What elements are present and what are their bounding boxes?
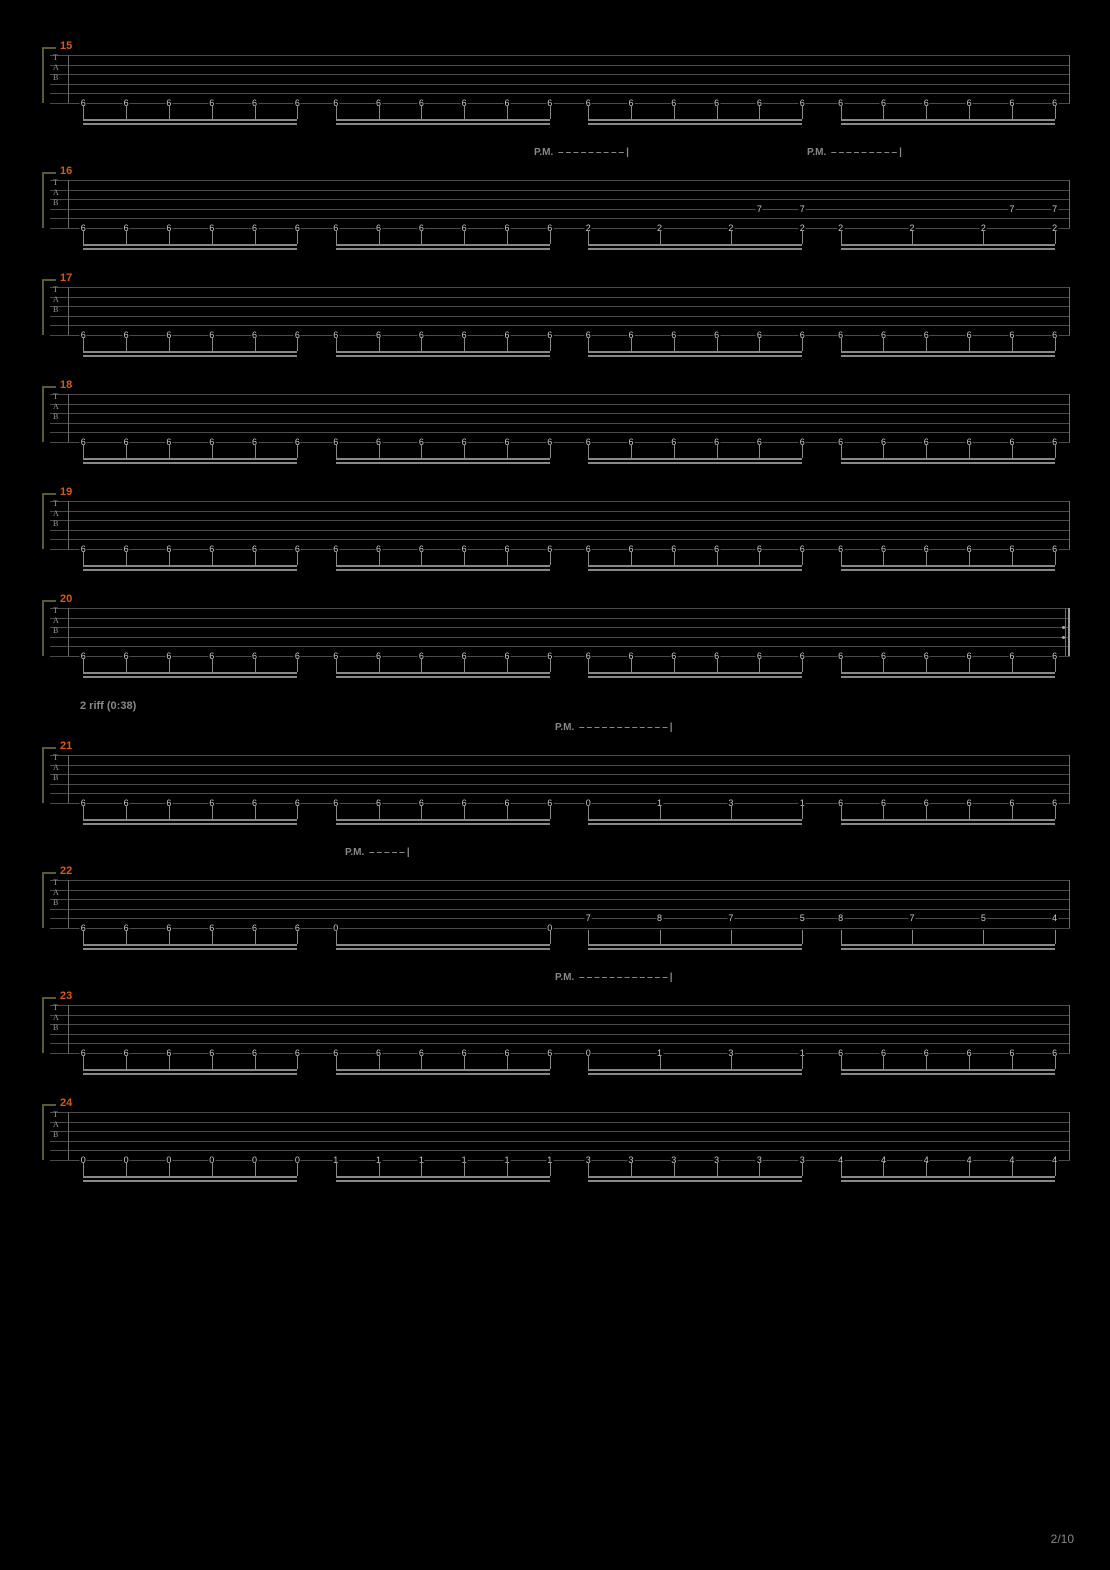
tab-clef-label: TAB (53, 878, 59, 908)
tab-staff: TAB666666666666666666666666 (50, 287, 1070, 347)
pm-annotation-row: P.M. –––––| (30, 847, 1080, 861)
tab-fret: 8 (656, 913, 663, 923)
palm-mute-annotation: P.M. –––––––––| (534, 147, 631, 158)
measure-number: 16 (60, 165, 1080, 177)
tab-clef-label: TAB (53, 753, 59, 783)
tab-staff: TAB6666660078758754 (50, 880, 1070, 940)
tab-fret: 7 (799, 204, 806, 214)
tab-clef-label: TAB (53, 499, 59, 529)
tab-fret: 7 (1008, 204, 1015, 214)
section-label: 2 riff (0:38) (80, 700, 1080, 712)
measure-block: P.M. –––––|22TAB6666660078758754 (30, 847, 1080, 940)
tab-staff: TAB6666666666660131666666 (50, 1005, 1070, 1065)
tab-fret: 7 (585, 913, 592, 923)
tab-clef-label: TAB (53, 606, 59, 636)
palm-mute-annotation: P.M. –––––––––| (807, 147, 904, 158)
page-number: 2/10 (1051, 1532, 1074, 1546)
measure-block: 19 TAB666666666666666666666666 (30, 486, 1080, 561)
measure-block: 20 TAB666666666666666666666666 (30, 593, 1080, 668)
tab-clef-label: TAB (53, 285, 59, 315)
measure-block: 15 TAB666666666666666666666666 (30, 40, 1080, 115)
tab-staff: TAB666666666666666666666666 (50, 608, 1070, 668)
tab-fret: 4 (1051, 913, 1058, 923)
palm-mute-annotation: P.M. ––––––––––––| (555, 972, 675, 983)
pm-annotation-row: P.M. –––––––––| P.M. –––––––––| (30, 147, 1080, 161)
measure-number: 24 (60, 1097, 1080, 1109)
measure-block: 2 riff (0:38) P.M. ––––––––––––| 21 TAB6666… (30, 700, 1080, 815)
tab-fret: 7 (756, 204, 763, 214)
measure-number: 21 (60, 740, 1080, 752)
tab-staff: TAB666666666666666666666666 (50, 501, 1070, 561)
palm-mute-annotation: P.M. –––––| (345, 847, 412, 858)
tab-fret: 7 (908, 913, 915, 923)
measure-block: P.M. –––––––––|P.M. –––––––––|16TAB66666… (30, 147, 1080, 240)
measure-block: 24 TAB000000111111333333444444 (30, 1097, 1080, 1172)
tab-fret: 5 (980, 913, 987, 923)
tab-staff: TAB666666666666666666666666 (50, 394, 1070, 454)
pm-annotation-row: P.M. ––––––––––––| (30, 722, 1080, 736)
tab-fret: 7 (1051, 204, 1058, 214)
tab-staff: TAB666666666666666666666666 (50, 55, 1070, 115)
measure-number: 19 (60, 486, 1080, 498)
tab-clef-label: TAB (53, 1003, 59, 1033)
measure-number: 15 (60, 40, 1080, 52)
measure-number: 17 (60, 272, 1080, 284)
tab-clef-label: TAB (53, 53, 59, 83)
tab-clef-label: TAB (53, 1110, 59, 1140)
measure-number: 18 (60, 379, 1080, 391)
tab-clef-label: TAB (53, 178, 59, 208)
tab-staff: TAB6666666666660131666666 (50, 755, 1070, 815)
measure-number: 20 (60, 593, 1080, 605)
measure-number: 22 (60, 865, 1080, 877)
tab-clef-label: TAB (53, 392, 59, 422)
measure-block: 17 TAB666666666666666666666666 (30, 272, 1080, 347)
tab-fret: 5 (799, 913, 806, 923)
measure-number: 23 (60, 990, 1080, 1002)
tab-fret: 8 (837, 913, 844, 923)
tab-fret: 7 (727, 913, 734, 923)
measure-block: 18 TAB666666666666666666666666 (30, 379, 1080, 454)
tab-staff: TAB666666666666222277222277 (50, 180, 1070, 240)
palm-mute-annotation: P.M. ––––––––––––| (555, 722, 675, 733)
measure-block: P.M. ––––––––––––| 23 TAB66666666666601316… (30, 972, 1080, 1065)
tab-staff: TAB000000111111333333444444 (50, 1112, 1070, 1172)
pm-annotation-row: P.M. ––––––––––––| (30, 972, 1080, 986)
